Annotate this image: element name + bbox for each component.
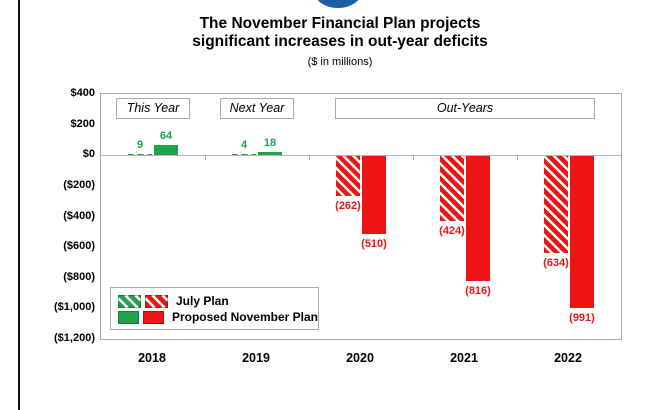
page-left-border-line — [18, 0, 20, 410]
value-label-2018-november: 64 — [159, 130, 173, 143]
legend-row: July Plan — [118, 293, 318, 309]
value-label-2021-july: (424) — [439, 225, 465, 238]
legend-label: Proposed November Plan — [171, 310, 318, 324]
y-axis-label: ($600) — [63, 240, 95, 253]
logo-partial-circle — [314, 0, 362, 8]
plot-area: This Year Next Year Out-Years 9 4 (262) (424) (… — [100, 93, 622, 340]
bar-2021-july — [440, 156, 464, 222]
chart-title-line2: significant increases in out-year defici… — [192, 32, 488, 50]
period-label-next-year: Next Year — [220, 98, 294, 119]
x-axis-label-2019: 2019 — [242, 351, 270, 365]
bar-2019-july — [232, 153, 256, 156]
bar-2018-november — [154, 145, 178, 156]
value-label-2020-november: (510) — [361, 238, 387, 251]
value-label-2018-july: 9 — [136, 138, 144, 151]
y-axis: $400 $200 $0 ($200) ($400) ($600) ($800) ($1,00… — [28, 87, 95, 344]
zero-axis-line — [101, 155, 621, 157]
x-axis-label-2022: 2022 — [554, 351, 582, 365]
y-axis-label: $0 — [82, 148, 95, 161]
legend: July Plan Proposed November Plan — [110, 287, 319, 330]
bar-2019-november — [258, 152, 282, 156]
bar-2020-july — [336, 156, 360, 197]
chart-subtitle: ($ in millions) — [307, 56, 373, 68]
legend-swatch-solid-red — [142, 310, 164, 324]
category-boundary-tick — [413, 156, 414, 161]
y-axis-label: ($1,200) — [54, 332, 95, 344]
y-axis-label: ($800) — [63, 270, 95, 283]
legend-swatch-hatched-red — [145, 294, 168, 308]
category-boundary-tick — [309, 156, 310, 161]
value-label-2019-november: 18 — [263, 137, 277, 150]
y-axis-label: ($200) — [63, 178, 95, 191]
bar-2020-november — [362, 156, 386, 235]
bar-2022-july — [544, 156, 568, 254]
legend-label: July Plan — [176, 294, 229, 308]
value-label-2022-july: (634) — [543, 257, 569, 270]
legend-swatch-hatched-green — [118, 294, 141, 308]
bar-2021-november — [466, 156, 490, 282]
category-boundary-tick — [517, 156, 518, 161]
period-label-out-years: Out-Years — [335, 98, 595, 119]
legend-swatch-solid-green — [118, 310, 139, 324]
y-axis-label: $400 — [70, 87, 95, 99]
x-axis-label-2020: 2020 — [346, 351, 374, 365]
category-boundary-tick — [205, 156, 206, 161]
x-axis-label-2021: 2021 — [450, 351, 478, 365]
value-label-2019-july: 4 — [240, 138, 248, 151]
chart-title-line1: The November Financial Plan projects — [199, 15, 481, 32]
legend-row: Proposed November Plan — [118, 309, 318, 325]
chart-title: The November Financial Plan projects sig… — [35, 15, 645, 50]
period-label-this-year: This Year — [116, 98, 190, 119]
bar-2018-july — [128, 153, 152, 156]
y-axis-label: ($1,000) — [54, 301, 95, 314]
value-label-2021-november: (816) — [465, 285, 491, 298]
y-axis-label: $200 — [70, 117, 95, 130]
value-label-2020-july: (262) — [335, 200, 361, 213]
bar-2022-november — [570, 156, 594, 308]
y-axis-label: ($400) — [63, 209, 95, 222]
x-axis: 2018 2019 2020 2021 2022 — [100, 351, 620, 367]
x-axis-label-2018: 2018 — [138, 351, 166, 365]
value-label-2022-november: (991) — [569, 311, 595, 324]
